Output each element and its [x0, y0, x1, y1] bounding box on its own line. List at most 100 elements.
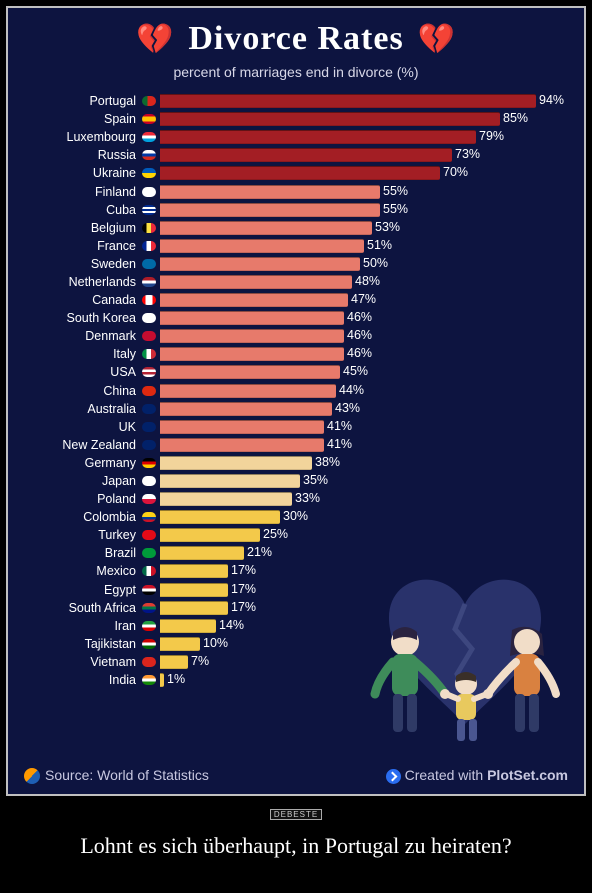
- flag-icon: [142, 223, 156, 233]
- bar-row: Finland 55%: [24, 182, 568, 200]
- bar: [160, 221, 372, 235]
- bar-row: China 44%: [24, 382, 568, 400]
- bar-row: Denmark46%: [24, 327, 568, 345]
- country-label: New Zealand: [24, 438, 139, 452]
- flag-icon: [142, 494, 156, 504]
- flag-icon: [142, 603, 156, 613]
- bar: [160, 673, 164, 687]
- flag-icon: [142, 187, 156, 197]
- flag-icon: [142, 241, 156, 251]
- bar-row: Sweden50%: [24, 255, 568, 273]
- bar-row: Spain85%: [24, 110, 568, 128]
- flag-icon: [142, 259, 156, 269]
- country-label: Italy: [24, 347, 139, 361]
- country-label: Colombia: [24, 510, 139, 524]
- bar: [160, 583, 228, 597]
- value-label: 85%: [503, 111, 528, 125]
- bar-row: India1%: [24, 671, 568, 689]
- country-label: Finland: [24, 185, 139, 199]
- value-label: 55%: [383, 202, 408, 216]
- bar-area: 48%: [160, 275, 568, 289]
- bar-row: Vietnam7%: [24, 653, 568, 671]
- flag-icon: [142, 313, 156, 323]
- value-label: 30%: [283, 509, 308, 523]
- country-label: South Korea: [24, 311, 139, 325]
- country-label: France: [24, 239, 139, 253]
- bar-row: Iran 14%: [24, 617, 568, 635]
- country-label: Turkey: [24, 528, 139, 542]
- flag-icon: [142, 349, 156, 359]
- flag-icon: [142, 530, 156, 540]
- bar-row: Portugal 94%: [24, 92, 568, 110]
- bar-row: Egypt 17%: [24, 581, 568, 599]
- bar-area: 17%: [160, 583, 568, 597]
- bar-row: Tajikistan10%: [24, 635, 568, 653]
- flag-icon: [142, 621, 156, 631]
- bar-row: Netherlands48%: [24, 273, 568, 291]
- flag-icon: [142, 639, 156, 649]
- country-label: Ukraine: [24, 166, 139, 180]
- bar-row: Germany 38%: [24, 454, 568, 472]
- flag-icon: [142, 422, 156, 432]
- bar-row: Mexico17%: [24, 562, 568, 580]
- value-label: 14%: [219, 618, 244, 632]
- flag-icon: [142, 96, 156, 106]
- country-label: South Africa: [24, 601, 139, 615]
- value-label: 17%: [231, 582, 256, 596]
- bar-row: Brazil21%: [24, 544, 568, 562]
- value-label: 51%: [367, 238, 392, 252]
- flag-icon: [142, 132, 156, 142]
- bar: [160, 148, 452, 162]
- bar: [160, 185, 380, 199]
- bar-row: Ukraine70%: [24, 164, 568, 182]
- watermark-label: DEBESTE: [270, 809, 322, 820]
- value-label: 48%: [355, 274, 380, 288]
- country-label: Belgium: [24, 221, 139, 235]
- flag-icon: [142, 150, 156, 160]
- bar: [160, 619, 216, 633]
- caption-text: Lohnt es sich überhaupt, in Portugal zu …: [6, 832, 586, 860]
- bar-area: 55%: [160, 203, 568, 217]
- country-label: UK: [24, 420, 139, 434]
- bar: [160, 384, 336, 398]
- bar: [160, 94, 536, 108]
- bar-area: 30%: [160, 510, 568, 524]
- bar-row: UK41%: [24, 418, 568, 436]
- bar: [160, 293, 348, 307]
- value-label: 47%: [351, 292, 376, 306]
- bar-area: 55%: [160, 185, 568, 199]
- value-label: 35%: [303, 473, 328, 487]
- value-label: 17%: [231, 600, 256, 614]
- bar-area: 94%: [160, 94, 568, 108]
- bar: [160, 311, 344, 325]
- bar-area: 44%: [160, 384, 568, 398]
- country-label: Germany: [24, 456, 139, 470]
- bar-row: Cuba55%: [24, 201, 568, 219]
- bar: [160, 275, 352, 289]
- bar-row: Poland33%: [24, 490, 568, 508]
- country-label: Egypt: [24, 583, 139, 597]
- bar: [160, 528, 260, 542]
- bar-area: 53%: [160, 221, 568, 235]
- value-label: 33%: [295, 491, 320, 505]
- country-label: Portugal: [24, 94, 139, 108]
- flag-icon: [142, 566, 156, 576]
- value-label: 41%: [327, 437, 352, 451]
- value-label: 45%: [343, 364, 368, 378]
- bar: [160, 492, 292, 506]
- bar-area: 7%: [160, 655, 568, 669]
- bar-row: Canada47%: [24, 291, 568, 309]
- value-label: 94%: [539, 93, 564, 107]
- value-label: 79%: [479, 129, 504, 143]
- flag-icon: [142, 657, 156, 667]
- bar-area: 46%: [160, 347, 568, 361]
- bar-area: 79%: [160, 130, 568, 144]
- country-label: Iran: [24, 619, 139, 633]
- source-badge-icon: [24, 768, 40, 784]
- country-label: Russia: [24, 148, 139, 162]
- source-label: Source: World of Statistics: [24, 767, 209, 784]
- bar-area: 45%: [160, 365, 568, 379]
- bar-area: 38%: [160, 456, 568, 470]
- bar: [160, 601, 228, 615]
- country-label: China: [24, 384, 139, 398]
